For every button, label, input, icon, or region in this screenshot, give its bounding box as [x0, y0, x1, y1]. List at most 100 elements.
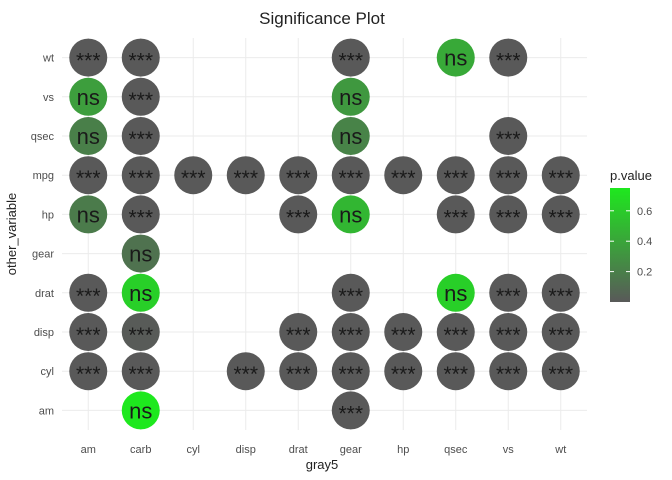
data-point-circle — [121, 273, 160, 312]
data-point: *** — [489, 38, 528, 77]
data-point-circle — [331, 38, 370, 77]
legend-tick-label: 0.2 — [637, 267, 652, 279]
data-point-label: ns — [339, 85, 362, 110]
data-point-label: *** — [496, 167, 521, 190]
y-axis-title: other_variable — [4, 193, 19, 275]
data-point: *** — [174, 156, 213, 195]
data-point-circle — [331, 156, 370, 195]
x-tick-label: am — [81, 444, 96, 456]
data-point: *** — [436, 352, 475, 391]
data-point-circle — [121, 195, 160, 234]
data-point-circle — [384, 313, 423, 351]
data-point-circle — [541, 195, 580, 234]
data-point-circle — [331, 117, 370, 155]
data-point: *** — [384, 313, 423, 351]
data-point: *** — [121, 117, 160, 155]
data-point-label: *** — [548, 363, 573, 386]
data-point: ns — [69, 195, 108, 234]
data-point-label: *** — [496, 128, 521, 151]
data-point-label: *** — [391, 324, 416, 347]
data-point-label: *** — [496, 285, 521, 308]
data-point-label: *** — [443, 324, 468, 347]
data-point-label: *** — [443, 363, 468, 386]
data-point: *** — [69, 273, 108, 312]
x-tick-label: wt — [554, 444, 566, 456]
data-point: *** — [489, 313, 528, 351]
data-point-circle — [331, 352, 370, 391]
data-point-label: *** — [128, 50, 153, 73]
legend-colorbar — [610, 188, 630, 302]
data-point-label: ns — [129, 281, 152, 306]
data-point-circle — [226, 156, 265, 195]
data-point: *** — [121, 38, 160, 77]
x-tick-label: drat — [289, 444, 308, 456]
y-tick-label: gear — [32, 249, 54, 261]
data-point: *** — [541, 273, 580, 312]
data-point-label: *** — [496, 50, 521, 73]
y-tick-label: wt — [42, 53, 54, 65]
data-point-circle — [541, 273, 580, 312]
data-point-circle — [436, 195, 475, 234]
data-point-label: *** — [338, 324, 363, 347]
data-point: *** — [279, 156, 318, 195]
data-point-label: *** — [76, 363, 101, 386]
data-point-label: *** — [128, 324, 153, 347]
data-point: *** — [489, 195, 528, 234]
data-point-circle — [331, 77, 370, 116]
data-point-label: *** — [338, 363, 363, 386]
data-point: *** — [384, 156, 423, 195]
data-point: ns — [69, 117, 108, 155]
data-point-circle — [121, 77, 160, 116]
y-tick-label: mpg — [33, 170, 54, 182]
data-point-label: *** — [496, 324, 521, 347]
y-axis-ticks: am cyl disp drat gear hp mpg qsec vs wt — [31, 53, 55, 418]
data-point-label: *** — [233, 167, 258, 190]
data-point-label: ns — [77, 124, 100, 149]
data-point: *** — [436, 156, 475, 195]
data-point-circle — [279, 195, 318, 234]
data-point-circle — [331, 391, 370, 430]
x-tick-label: vs — [503, 444, 515, 456]
data-point: ns — [331, 195, 370, 234]
data-point: *** — [279, 352, 318, 391]
data-point-circle — [121, 313, 160, 351]
data-point-label: *** — [233, 363, 258, 386]
x-tick-label: gear — [340, 444, 362, 456]
data-point-label: ns — [77, 202, 100, 227]
data-point-label: *** — [548, 285, 573, 308]
data-point-circle — [384, 352, 423, 391]
data-point-label: *** — [286, 206, 311, 229]
data-point-circle — [121, 352, 160, 391]
data-point: *** — [331, 391, 370, 430]
data-point-circle — [436, 352, 475, 391]
data-point: *** — [384, 352, 423, 391]
legend-ticks: 0.2 0.4 0.6 — [610, 206, 652, 279]
data-point: *** — [541, 156, 580, 195]
data-point: *** — [279, 313, 318, 351]
data-point-circle — [69, 352, 108, 391]
data-point-circle — [69, 195, 108, 234]
data-point: *** — [69, 156, 108, 195]
data-point: *** — [69, 313, 108, 351]
x-tick-label: cyl — [187, 444, 200, 456]
data-point-label: *** — [286, 363, 311, 386]
x-tick-label: qsec — [444, 444, 468, 456]
data-point-label: *** — [391, 167, 416, 190]
data-point-label: ns — [77, 85, 100, 110]
data-point: *** — [489, 352, 528, 391]
legend-tick-label: 0.4 — [637, 236, 652, 248]
data-points: *** *** *** ns *** ns *** ns ns *** ns *** *** *** ***… — [69, 38, 580, 430]
data-point-circle — [541, 313, 580, 351]
data-point: *** — [331, 313, 370, 351]
y-tick-label: am — [39, 405, 54, 417]
data-point: *** — [69, 38, 108, 77]
data-point-label: *** — [548, 206, 573, 229]
data-point: *** — [121, 156, 160, 195]
data-point: *** — [489, 117, 528, 155]
data-point-circle — [69, 313, 108, 351]
y-tick-label: vs — [43, 92, 55, 104]
data-point: *** — [489, 273, 528, 312]
data-point-label: ns — [129, 242, 152, 267]
y-tick-label: cyl — [41, 366, 54, 378]
